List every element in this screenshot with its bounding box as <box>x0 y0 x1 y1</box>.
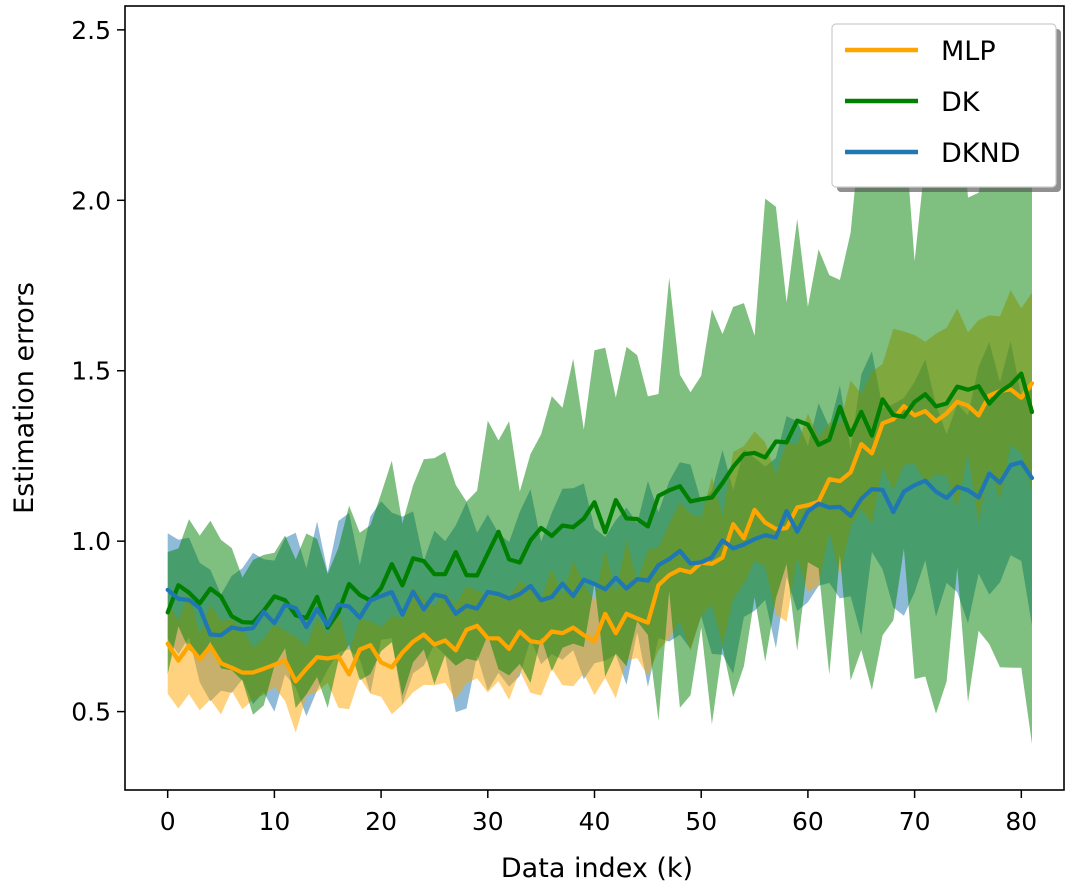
legend-label-mlp: MLP <box>941 36 996 67</box>
x-tick-label: 50 <box>685 807 717 836</box>
y-tick-label: 0.5 <box>71 698 111 727</box>
line-dk <box>165 371 1035 630</box>
x-tick-label: 40 <box>579 807 611 836</box>
x-tick-label: 60 <box>792 807 824 836</box>
y-tick-label: 2.5 <box>71 16 111 45</box>
y-axis-label: Estimation errors <box>9 282 40 514</box>
x-tick-label: 0 <box>160 807 176 836</box>
y-tick-label: 1.5 <box>71 357 111 386</box>
y-tick-label: 1.0 <box>71 527 111 556</box>
x-tick-label: 70 <box>899 807 931 836</box>
x-tick-label: 80 <box>1005 807 1037 836</box>
line-mlp <box>165 381 1035 684</box>
line-dknd <box>165 460 1035 638</box>
legend: MLP DK DKND <box>831 23 1061 192</box>
legend-label-dk: DK <box>941 87 981 118</box>
confidence-bands <box>167 63 1032 744</box>
series-lines <box>165 371 1035 684</box>
x-tick-label: 10 <box>258 807 290 836</box>
legend-box <box>831 23 1057 188</box>
y-axis-ticks: 0.5 1.0 1.5 2.0 2.5 <box>71 16 125 727</box>
x-tick-label: 30 <box>472 807 504 836</box>
band-dk <box>167 63 1032 744</box>
legend-label-dknd: DKND <box>941 138 1020 169</box>
y-tick-label: 2.0 <box>71 186 111 215</box>
x-axis-label: Data index (k) <box>501 853 693 884</box>
x-axis-ticks: 0 10 20 30 40 50 60 70 80 <box>160 790 1037 836</box>
x-tick-label: 20 <box>365 807 397 836</box>
